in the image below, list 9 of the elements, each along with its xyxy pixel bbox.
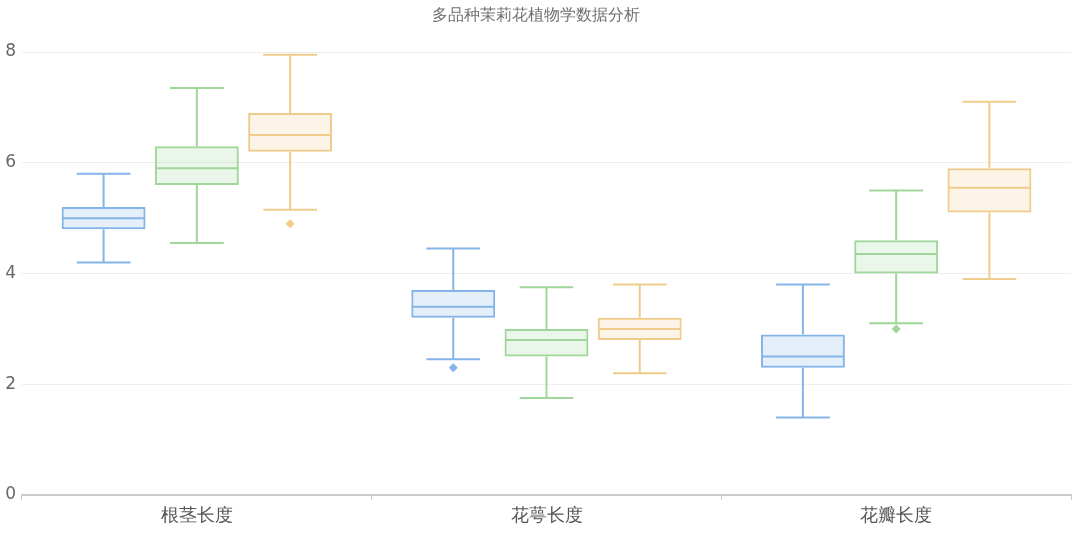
x-tick-label: 根茎长度 bbox=[160, 504, 233, 526]
y-tick-label: 6 bbox=[5, 151, 16, 172]
y-tick-label: 2 bbox=[5, 372, 16, 393]
x-tick-label: 花瓣长度 bbox=[860, 504, 933, 526]
chart-title: 多品种茉莉花植物学数据分析 bbox=[431, 4, 640, 24]
y-tick-label: 8 bbox=[5, 40, 16, 61]
y-tick-label: 4 bbox=[5, 261, 16, 282]
x-tick-label: 花萼长度 bbox=[510, 504, 583, 526]
y-tick-label: 0 bbox=[5, 483, 16, 504]
